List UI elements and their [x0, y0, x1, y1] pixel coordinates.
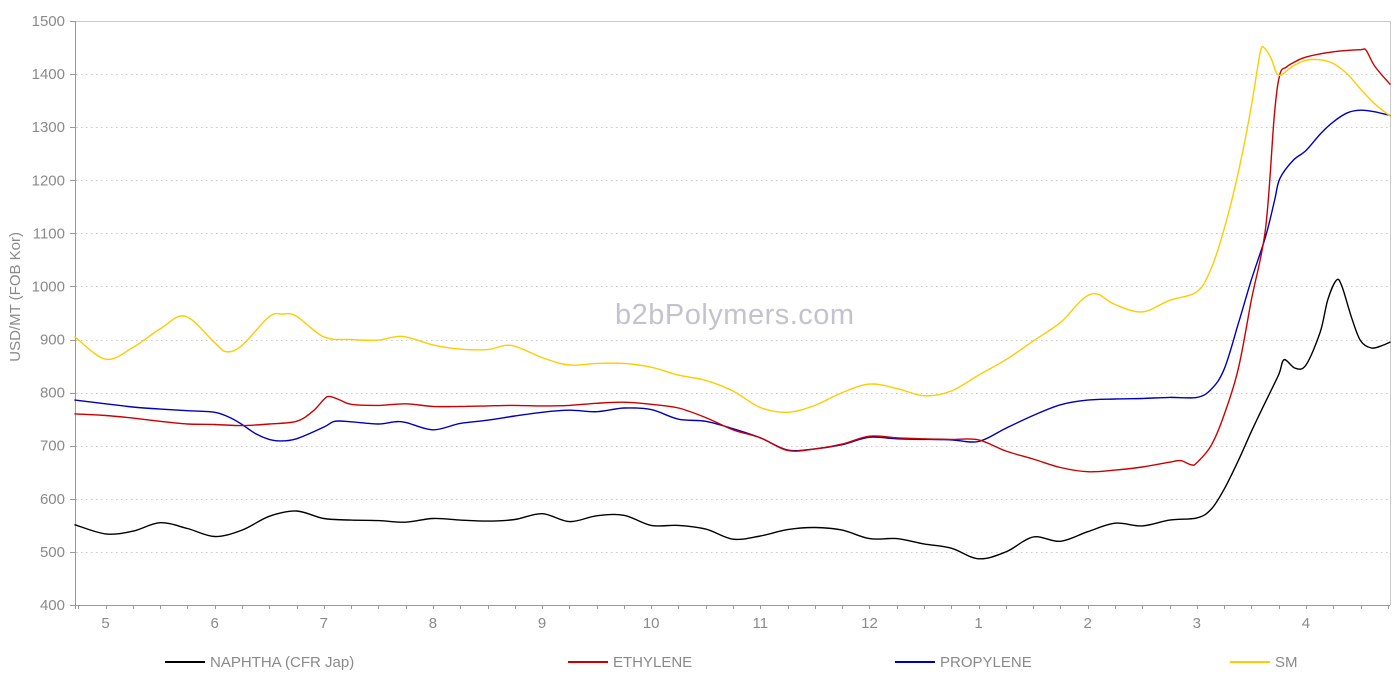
x-tick-label: 3 — [1193, 615, 1201, 632]
y-tick-label: 1100 — [33, 225, 65, 242]
y-tick-label: 400 — [40, 597, 65, 614]
legend-label-sm: SM — [1275, 653, 1298, 671]
x-tick-label: 5 — [101, 615, 109, 632]
x-tick-label: 2 — [1084, 615, 1092, 632]
y-tick-label: 500 — [40, 544, 65, 561]
y-tick-label: 700 — [40, 438, 65, 455]
x-tick-label: 4 — [1302, 615, 1310, 632]
legend-item-ethylene: ETHYLENE — [568, 652, 692, 672]
y-tick-label: 600 — [40, 491, 65, 508]
series-line-propylene — [74, 109, 1391, 452]
x-tick-label: 11 — [753, 615, 769, 632]
y-axis-title: USD/MT (FOB Kor) — [7, 232, 24, 362]
legend-swatch-ethylene — [568, 661, 608, 663]
legend-swatch-naphtha-cfr-jap — [165, 661, 205, 663]
legend-swatch-sm — [1230, 661, 1270, 663]
y-tick-label: 1500 — [32, 13, 65, 30]
y-tick-label: 1000 — [32, 278, 65, 295]
x-tick-label: 8 — [429, 615, 437, 632]
chart-legend: NAPHTHA (CFR Jap) ETHYLENE PROPYLENE SM — [0, 652, 1400, 676]
series-line-sm — [74, 45, 1391, 414]
legend-label-propylene: PROPYLENE — [940, 653, 1032, 671]
legend-label-naphtha-cfr-jap: NAPHTHA (CFR Jap) — [210, 653, 355, 671]
x-tick-label: 7 — [320, 615, 328, 632]
series-line-ethylene — [74, 48, 1391, 473]
x-tick-label: 6 — [211, 615, 219, 632]
y-tick-label: 800 — [40, 385, 65, 402]
legend-label-ethylene: ETHYLENE — [613, 653, 693, 671]
y-tick-label: 1300 — [32, 119, 65, 136]
y-tick-label: 1400 — [32, 66, 65, 83]
x-tick-label: 9 — [538, 615, 546, 632]
legend-item-sm: SM — [1230, 652, 1298, 672]
x-tick-label: 1 — [974, 615, 982, 632]
x-tick-label: 12 — [861, 615, 878, 632]
watermark: b2bPolymers.com — [615, 299, 855, 331]
x-tick-label: 10 — [643, 615, 660, 632]
legend-item-naphtha-cfr-jap: NAPHTHA (CFR Jap) — [165, 652, 354, 672]
y-tick-label: 1200 — [32, 172, 65, 189]
legend-item-propylene: PROPYLENE — [895, 652, 1032, 672]
legend-swatch-propylene — [895, 661, 935, 663]
y-tick-label: 900 — [40, 332, 65, 349]
series-line-naphtha-cfr-jap — [74, 278, 1391, 560]
